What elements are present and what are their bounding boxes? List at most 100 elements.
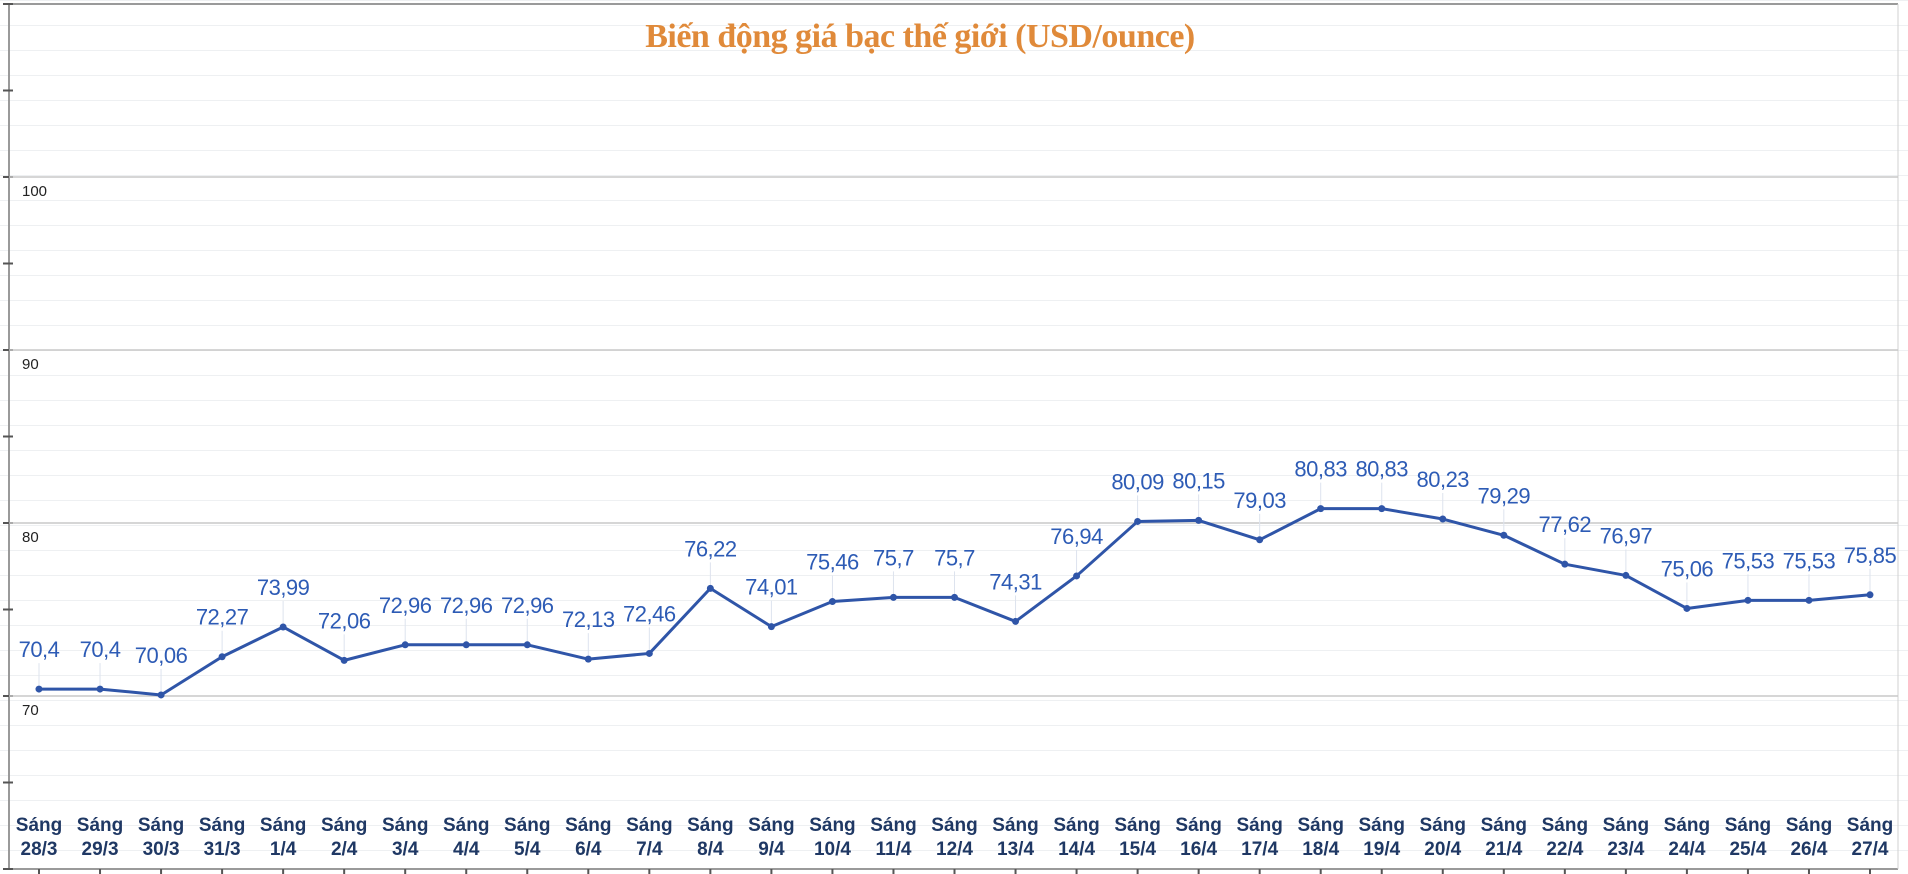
- data-label: 72,27: [196, 605, 249, 630]
- data-point: [340, 656, 348, 664]
- data-point: [1500, 531, 1508, 539]
- data-label: 75,46: [806, 550, 859, 575]
- y-tick-label: 70: [22, 702, 39, 719]
- x-category-label: Sáng 20/4: [1420, 815, 1466, 860]
- data-label: 75,7: [873, 545, 914, 570]
- data-point: [1134, 517, 1142, 525]
- data-label: 80,15: [1172, 468, 1225, 493]
- x-category-label: Sáng 2/4: [321, 815, 367, 860]
- data-label: 72,13: [562, 607, 615, 632]
- x-category-label: Sáng 23/4: [1603, 815, 1649, 860]
- x-category-label: Sáng 19/4: [1359, 815, 1405, 860]
- x-category-label: Sáng 15/4: [1114, 815, 1160, 860]
- data-label: 72,96: [501, 593, 554, 618]
- data-label: 70,4: [80, 637, 121, 662]
- data-point: [584, 655, 592, 663]
- x-category-label: Sáng 26/4: [1786, 815, 1832, 860]
- data-point: [401, 641, 409, 649]
- data-point: [889, 593, 897, 601]
- data-point: [1622, 571, 1630, 579]
- data-point: [1256, 536, 1264, 544]
- data-label: 70,06: [135, 643, 188, 668]
- x-category-label: Sáng 29/3: [77, 815, 123, 860]
- y-tick-label: 90: [22, 356, 39, 373]
- data-point: [1378, 505, 1386, 513]
- data-label: 75,53: [1783, 548, 1836, 573]
- x-category-label: Sáng 13/4: [992, 815, 1038, 860]
- chart-title: Biến động giá bạc thế giới (USD/ounce): [645, 18, 1195, 55]
- x-category-label: Sáng 16/4: [1175, 815, 1221, 860]
- x-category-label: Sáng 3/4: [382, 815, 428, 860]
- data-point: [523, 641, 531, 649]
- data-point: [218, 653, 226, 661]
- data-label: 80,23: [1416, 467, 1469, 492]
- data-point: [951, 593, 958, 601]
- data-point: [1073, 572, 1081, 580]
- data-point: [1195, 516, 1203, 524]
- data-label: 76,94: [1050, 524, 1103, 549]
- data-label: 72,46: [623, 601, 676, 626]
- data-label: 72,06: [318, 608, 371, 633]
- x-category-label: Sáng 5/4: [504, 815, 550, 860]
- x-category-label: Sáng 8/4: [687, 815, 733, 860]
- data-label: 74,01: [745, 575, 798, 600]
- y-tick-label: 80: [22, 529, 39, 546]
- data-label: 80,09: [1111, 469, 1164, 494]
- data-point: [828, 598, 836, 606]
- data-point: [157, 691, 165, 699]
- series-line: [39, 507, 1871, 697]
- x-category-label: Sáng 17/4: [1236, 815, 1282, 860]
- x-category-label: Sáng 31/3: [199, 815, 245, 860]
- x-category-label: Sáng 4/4: [443, 815, 489, 860]
- data-point: [1561, 560, 1569, 568]
- data-label: 76,97: [1600, 523, 1653, 548]
- x-category-label: Sáng 6/4: [565, 815, 611, 860]
- data-point: [35, 685, 43, 693]
- data-label: 79,29: [1478, 483, 1531, 508]
- data-label: 80,83: [1355, 457, 1408, 482]
- data-point: [1683, 604, 1691, 612]
- data-point: [279, 623, 287, 631]
- data-label: 75,85: [1844, 543, 1897, 568]
- data-point: [462, 641, 470, 649]
- data-label: 76,22: [684, 536, 737, 561]
- data-label: 80,83: [1294, 457, 1347, 482]
- data-point: [1439, 515, 1447, 523]
- data-label: 75,53: [1722, 548, 1775, 573]
- x-category-label: Sáng 11/4: [870, 815, 916, 860]
- data-label: 70,4: [19, 637, 60, 662]
- data-label: 72,96: [379, 593, 432, 618]
- data-point: [706, 584, 714, 592]
- x-category-label: Sáng 22/4: [1542, 815, 1588, 860]
- data-label: 75,7: [934, 545, 975, 570]
- data-point: [96, 685, 104, 693]
- x-category-label: Sáng 10/4: [809, 815, 855, 860]
- data-point: [1866, 591, 1874, 599]
- data-label: 74,31: [989, 569, 1042, 594]
- x-category-label: Sáng 18/4: [1297, 815, 1343, 860]
- data-label: 77,62: [1539, 512, 1592, 537]
- data-point: [1317, 505, 1325, 513]
- data-point: [1805, 596, 1813, 604]
- x-category-label: Sáng 25/4: [1725, 815, 1771, 860]
- data-point: [1012, 617, 1020, 625]
- data-label: 79,03: [1233, 488, 1286, 513]
- x-category-label: Sáng 24/4: [1664, 815, 1710, 860]
- data-point: [1744, 596, 1752, 604]
- x-category-label: Sáng 12/4: [931, 815, 977, 860]
- x-category-label: Sáng 28/3: [16, 815, 62, 860]
- x-category-label: Sáng 1/4: [260, 815, 306, 860]
- y-tick-label: 100: [22, 183, 47, 200]
- data-label: 75,06: [1661, 556, 1714, 581]
- x-category-label: Sáng 30/3: [138, 815, 184, 860]
- data-point: [645, 649, 653, 657]
- data-label: 73,99: [257, 575, 310, 600]
- x-category-label: Sáng 7/4: [626, 815, 672, 860]
- x-category-label: Sáng 9/4: [748, 815, 794, 860]
- data-label: 72,96: [440, 593, 493, 618]
- x-category-label: Sáng 21/4: [1481, 815, 1527, 860]
- x-category-label: Sáng 27/4: [1847, 815, 1893, 860]
- x-category-label: Sáng 14/4: [1053, 815, 1099, 860]
